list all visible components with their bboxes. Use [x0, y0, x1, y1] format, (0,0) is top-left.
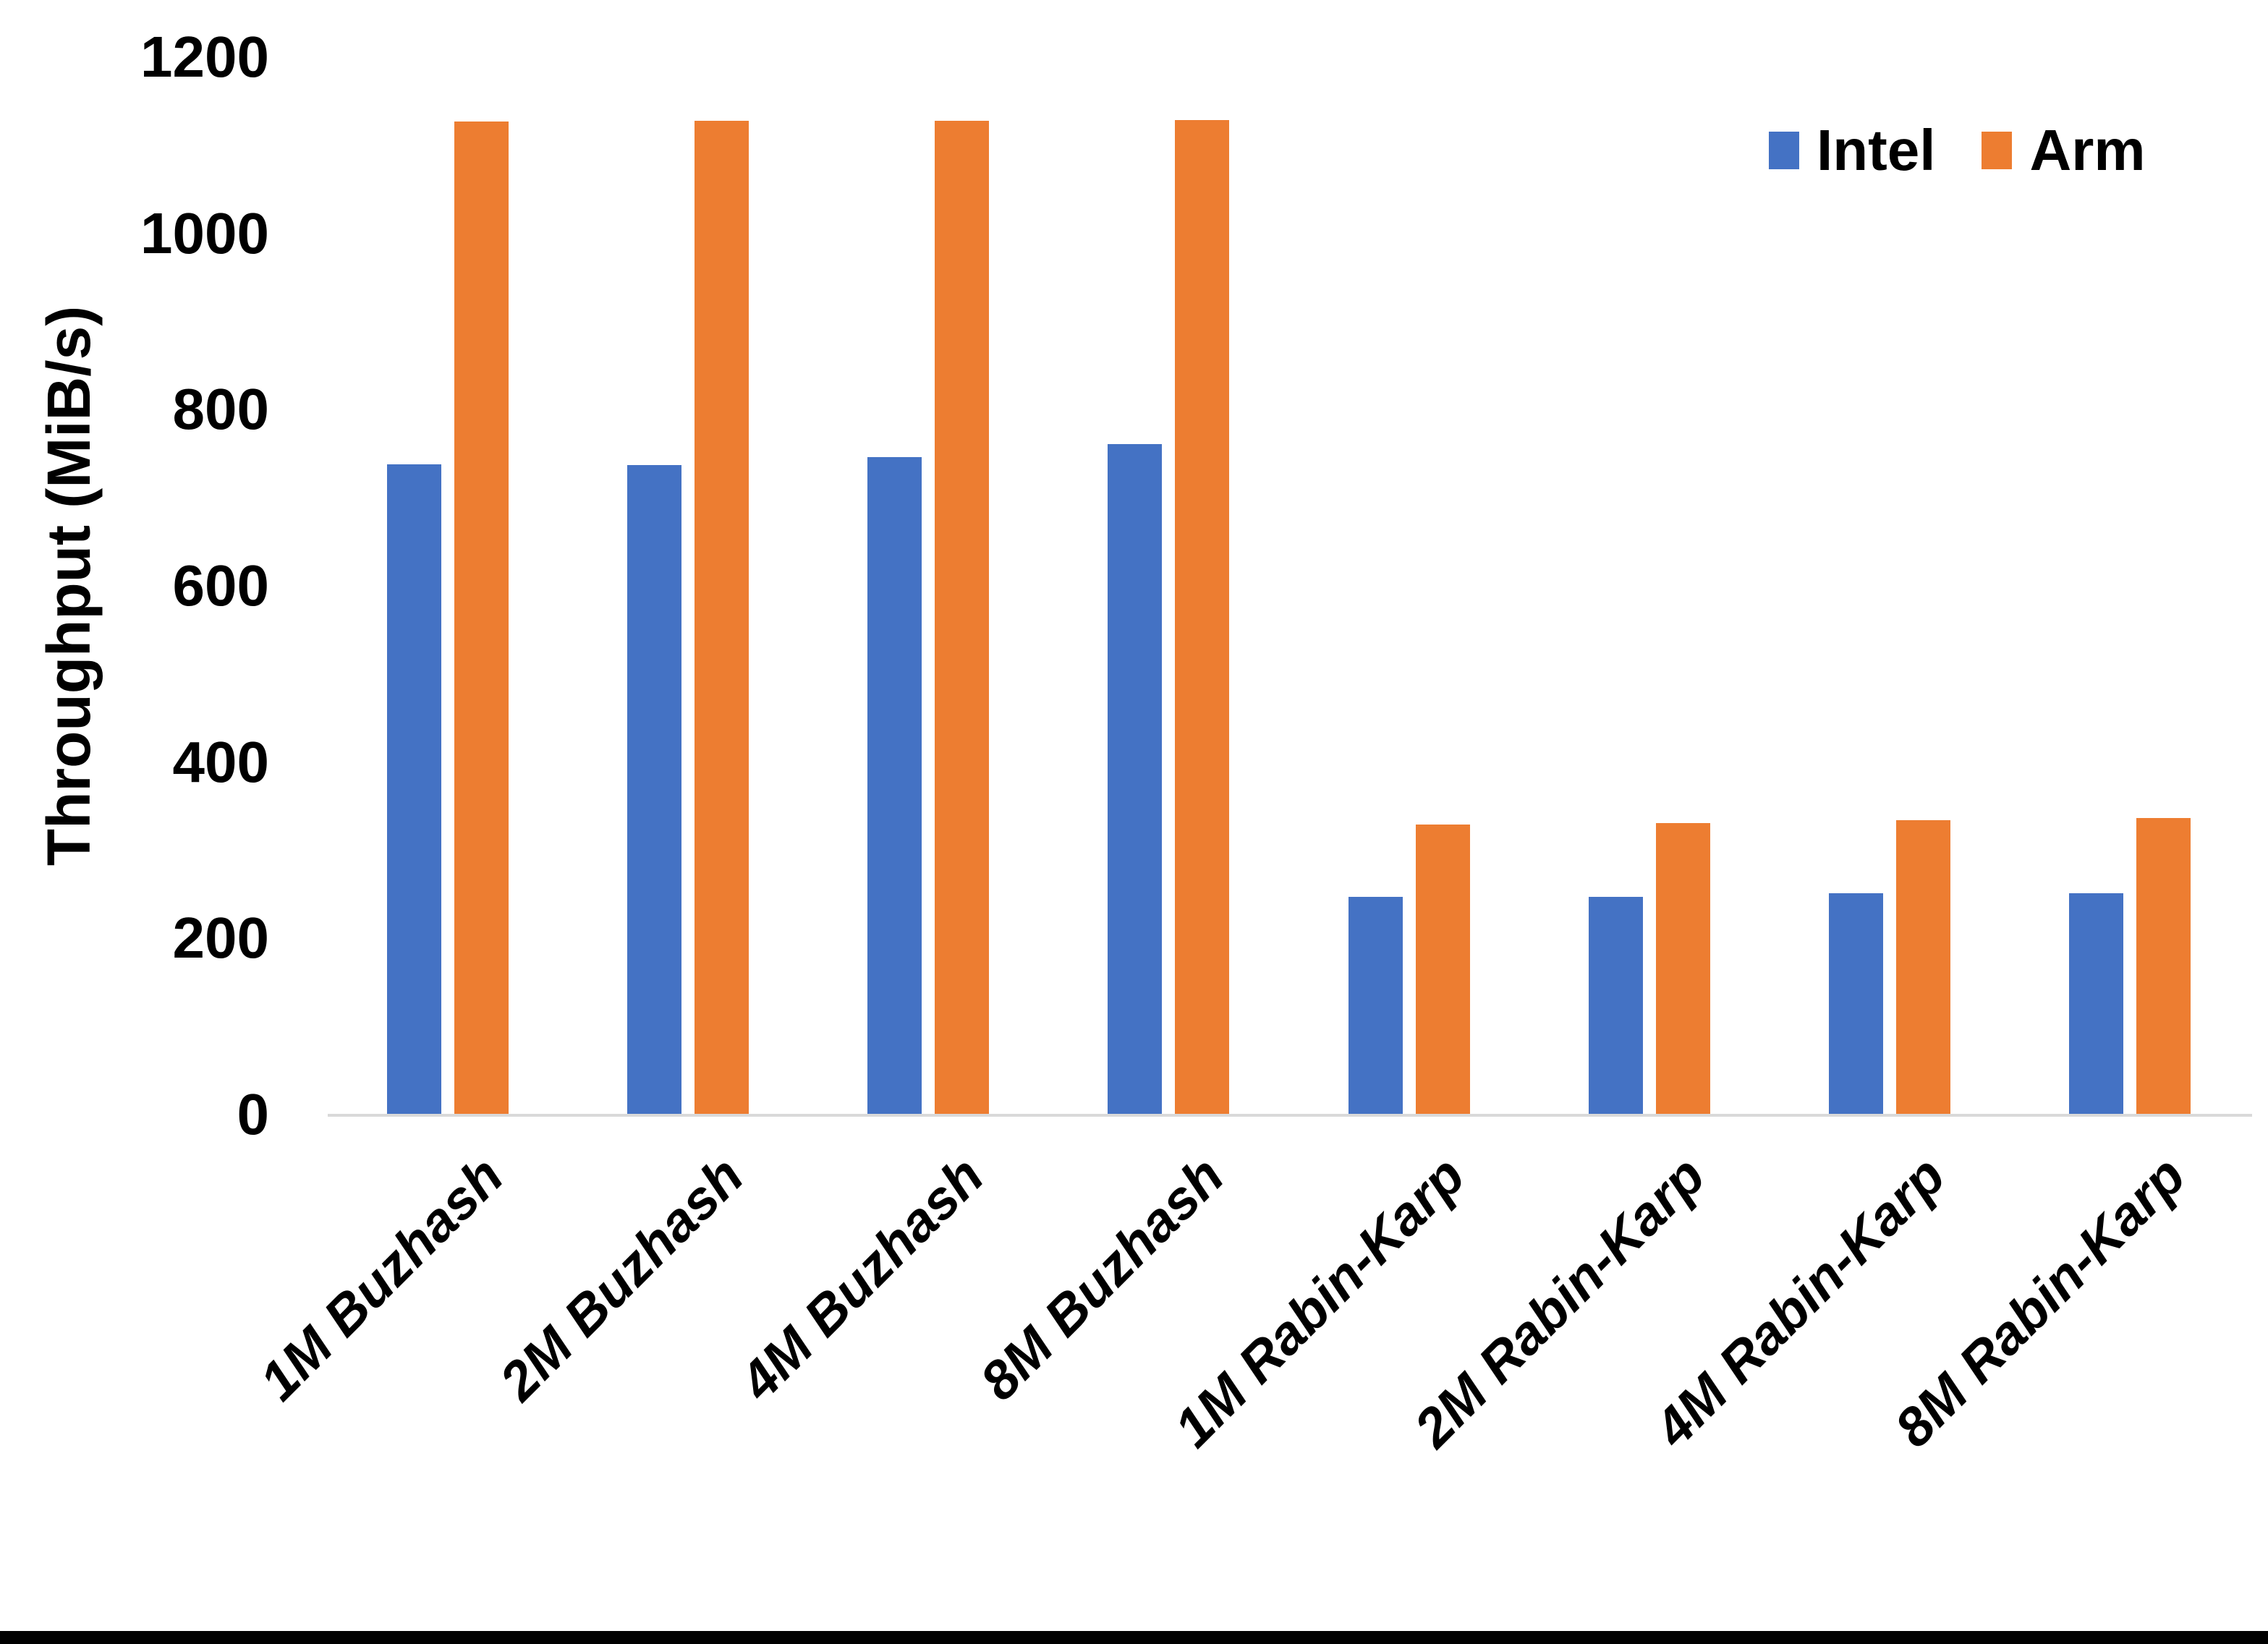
y-tick-label-1000: 1000 [140, 200, 269, 265]
bar-group-2m-buzhash [568, 56, 808, 1114]
legend: Intel Arm [1769, 122, 2146, 179]
bar-group-1m-buzhash [328, 56, 568, 1114]
y-tick-label-400: 400 [172, 729, 269, 794]
legend-item-arm: Arm [1982, 118, 2146, 182]
bar-intel-1m-rabin-karp [1348, 897, 1403, 1114]
bar-group-8m-buzhash [1048, 56, 1288, 1114]
legend-label-arm: Arm [2029, 118, 2146, 182]
bar-group-8m-rabin-karp [2010, 56, 2250, 1114]
legend-swatch-intel [1769, 132, 1799, 169]
bar-intel-8m-rabin-karp [2068, 893, 2123, 1114]
bar-intel-4m-buzhash [867, 457, 922, 1114]
bar-intel-8m-buzhash [1108, 444, 1163, 1114]
bar-arm-1m-rabin-karp [1415, 825, 1470, 1114]
bar-intel-2m-buzhash [627, 465, 682, 1114]
bottom-border-bar [0, 1631, 2268, 1644]
bar-arm-8m-rabin-karp [2136, 817, 2191, 1114]
bar-group-4m-rabin-karp [1770, 56, 2010, 1114]
y-tick-label-800: 800 [172, 377, 269, 442]
legend-label-intel: Intel [1817, 118, 1936, 182]
bar-group-4m-buzhash [808, 56, 1048, 1114]
bar-arm-4m-buzhash [935, 120, 990, 1114]
y-tick-label-600: 600 [172, 553, 269, 618]
x-axis-line [328, 1114, 2252, 1117]
bar-group-1m-rabin-karp [1289, 56, 1529, 1114]
bar-intel-1m-buzhash [387, 464, 442, 1114]
legend-item-intel: Intel [1769, 122, 1935, 179]
bar-arm-8m-buzhash [1175, 119, 1230, 1114]
bar-group-2m-rabin-karp [1529, 56, 1770, 1114]
bar-intel-2m-rabin-karp [1588, 897, 1643, 1114]
bar-arm-2m-buzhash [695, 120, 749, 1114]
legend-swatch-arm [1982, 132, 2013, 169]
y-tick-label-1200: 1200 [140, 25, 269, 89]
bar-arm-2m-rabin-karp [1655, 822, 1710, 1114]
bar-intel-4m-rabin-karp [1828, 893, 1883, 1114]
bar-arm-4m-rabin-karp [1895, 820, 1950, 1114]
plot-area [328, 56, 2250, 1114]
bar-arm-1m-buzhash [454, 122, 509, 1114]
y-tick-label-200: 200 [172, 906, 269, 971]
y-tick-label-0: 0 [237, 1082, 270, 1146]
